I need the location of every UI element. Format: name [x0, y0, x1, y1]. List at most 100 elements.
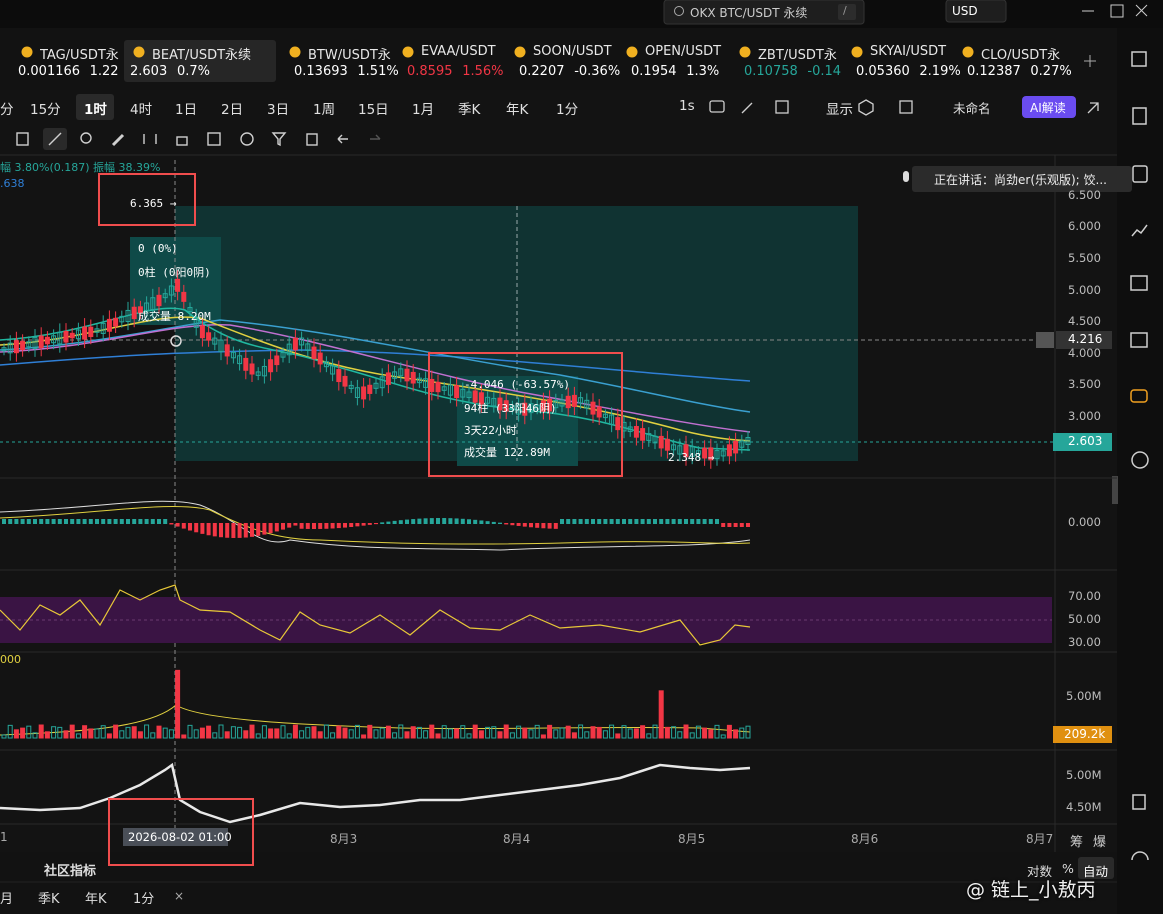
tool-delete[interactable] [306, 133, 318, 146]
ticker-price[interactable]: 0.001166 [18, 64, 81, 79]
volume-bar [44, 731, 50, 739]
window-close[interactable] [1135, 4, 1148, 17]
icon-dollar[interactable] [1132, 165, 1148, 183]
search-box[interactable] [663, 0, 865, 25]
icon-exchange[interactable] [1131, 451, 1149, 469]
percent-button[interactable]: % [1062, 861, 1074, 876]
timeframe[interactable]: 15分 [30, 102, 61, 118]
active-timeframe[interactable] [76, 94, 114, 120]
tool-camera[interactable] [709, 100, 725, 113]
ticker-symbol[interactable]: TAG/USDT永 [40, 48, 119, 63]
add-ticker[interactable] [1084, 55, 1096, 67]
seconds[interactable]: 1s [679, 98, 695, 114]
add-alert[interactable] [1036, 332, 1054, 348]
ticker-symbol[interactable]: EVAA/USDT [421, 44, 496, 59]
tool-export[interactable] [1087, 102, 1099, 114]
ticker-change[interactable]: 1.22 [89, 64, 119, 79]
volume-bar [311, 726, 317, 739]
tool-magnet[interactable] [240, 132, 254, 146]
timeframe[interactable]: 分 [0, 102, 14, 118]
tool-1[interactable] [16, 132, 29, 146]
display[interactable]: 显示 [826, 102, 853, 118]
icon-watchlist[interactable] [1131, 51, 1147, 67]
timeframe[interactable]: 1分 [556, 102, 579, 118]
ticker-symbol[interactable]: BTW/USDT永 [308, 48, 391, 63]
tool-filter[interactable] [271, 132, 287, 147]
ticker-price[interactable]: 0.05360 [856, 64, 910, 79]
ticker-price[interactable]: 0.1954 [631, 64, 677, 79]
window-restore[interactable] [1110, 4, 1124, 18]
tool-hide[interactable] [143, 134, 157, 144]
auto-text[interactable]: 自动 [1083, 864, 1109, 879]
ticker-price[interactable]: 0.12387 [967, 64, 1021, 79]
timeframe[interactable]: 1时 [84, 102, 107, 118]
timeframe[interactable]: 1日 [175, 102, 198, 118]
tool-lock[interactable] [176, 136, 188, 146]
bottom-timeframe[interactable]: 月 [0, 892, 14, 907]
ticker-price[interactable]: 2.603 [130, 64, 168, 79]
timeframe[interactable]: 1周 [313, 102, 336, 118]
ticker-symbol[interactable]: CLO/USDT永 [981, 48, 1061, 63]
tool-share[interactable] [775, 100, 789, 114]
timeframe[interactable]: 1月 [412, 102, 435, 118]
bottom-timeframe[interactable]: 1分 [133, 892, 155, 907]
close-tab[interactable]: × [174, 889, 185, 903]
ticker-change[interactable]: 2.19% [919, 64, 961, 79]
side-tab[interactable]: 筹 [1070, 835, 1084, 850]
tool-fullscreen[interactable] [899, 100, 913, 114]
timeframe[interactable]: 2日 [221, 102, 244, 118]
timeframe[interactable]: 3日 [267, 102, 290, 118]
ticker-change[interactable]: 0.7% [177, 64, 211, 79]
currency-select[interactable] [945, 0, 1007, 23]
indicators-button[interactable]: 社区指标 [44, 864, 97, 879]
tool-pen[interactable] [741, 102, 753, 114]
ticker-price[interactable]: 0.10758 [744, 64, 798, 79]
ticker-symbol[interactable]: SOON/USDT [533, 44, 612, 59]
icon-etf[interactable] [1130, 332, 1148, 348]
icon-support[interactable] [1131, 851, 1149, 861]
active-ticker[interactable] [124, 40, 276, 82]
timeframe[interactable]: 4时 [130, 102, 153, 118]
bottom-timeframe[interactable]: 年K [85, 892, 107, 907]
ticker-change[interactable]: -0.14 [807, 64, 842, 79]
currency-text[interactable]: USD [952, 4, 978, 18]
ticker-change[interactable]: -0.36% [574, 64, 621, 79]
ticker-change[interactable]: 1.56% [462, 64, 504, 79]
ticker-symbol[interactable]: OPEN/USDT [645, 44, 722, 59]
ticker-symbol[interactable]: ZBT/USDT永 [758, 48, 837, 63]
icon-monitor[interactable] [1130, 275, 1148, 291]
log-button[interactable]: 对数 [1027, 864, 1053, 879]
tool-settings[interactable] [858, 99, 874, 116]
layout-name[interactable]: 未命名 [953, 101, 991, 116]
tool-ruler[interactable] [48, 132, 62, 146]
icon-trend[interactable] [1131, 224, 1148, 237]
ticker-symbol[interactable]: BEAT/USDT永续 [152, 48, 252, 63]
timeframe[interactable]: 季K [458, 102, 481, 118]
ticker-price[interactable]: 0.2207 [519, 64, 565, 79]
ai-button[interactable] [1022, 96, 1076, 118]
auto-button[interactable] [1078, 857, 1114, 879]
tool-zoom[interactable] [80, 132, 92, 144]
ai-text[interactable]: AI解读 [1030, 101, 1066, 115]
side-tab[interactable]: 爆 [1093, 835, 1107, 850]
ticker-change[interactable]: 1.51% [357, 64, 399, 79]
ticker-price[interactable]: 0.13693 [294, 64, 348, 79]
timeframe[interactable]: 年K [506, 102, 529, 118]
icon-layout[interactable] [1132, 794, 1146, 810]
ticker-price[interactable]: 0.8595 [407, 64, 453, 79]
icon-bot[interactable] [1130, 389, 1148, 403]
bottom-timeframe[interactable]: 季K [38, 892, 60, 907]
ticker-change[interactable]: 1.3% [686, 64, 720, 79]
tool-undo[interactable] [337, 134, 348, 144]
tool-list[interactable] [207, 132, 221, 146]
timeframe[interactable]: 15日 [358, 102, 389, 118]
rsi-axis-label: 30.00 [1068, 635, 1101, 649]
search-text[interactable]: OKX BTC/USDT 永续 [690, 6, 808, 20]
tool-brush[interactable] [111, 133, 125, 147]
last-price: 2.603 [1068, 434, 1103, 448]
icon-notes[interactable] [1132, 107, 1147, 125]
sidebar-collapse[interactable] [1112, 476, 1118, 504]
tool-redo[interactable] [370, 134, 381, 140]
ticker-change[interactable]: 0.27% [1030, 64, 1072, 79]
ticker-symbol[interactable]: SKYAI/USDT [870, 44, 947, 59]
